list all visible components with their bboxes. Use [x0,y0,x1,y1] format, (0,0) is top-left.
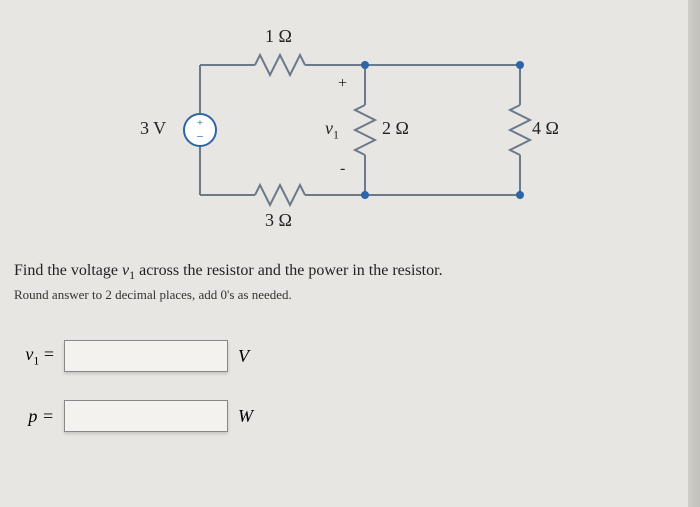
p-answer-label: p = [14,406,54,427]
answer-row-p: p = W [14,400,253,432]
v1-input[interactable] [64,340,228,372]
r-right-label: 4 Ω [532,118,559,139]
question-block: Find the voltage v1 across the resistor … [14,262,674,303]
r-top-label: 1 Ω [265,26,292,47]
v1-plus: + [338,75,347,93]
v1-minus: - [340,160,345,178]
v1-label: v1 [325,118,339,143]
v1-answer-label: v1 = [14,344,54,369]
source-minus: − [196,129,203,144]
question-hint: Round answer to 2 decimal places, add 0'… [14,287,674,303]
scrollbar-edge [688,0,700,507]
circuit-diagram: + − 3 V 1 Ω 3 Ω 2 Ω 4 Ω v1 + - [130,10,570,245]
source-plus: + [197,117,203,129]
circuit-svg: + − [130,10,570,245]
answer-row-v1: v1 = V [14,340,249,372]
p-input[interactable] [64,400,228,432]
question-text: Find the voltage v1 across the resistor … [14,262,674,283]
r-bottom-label: 3 Ω [265,210,292,231]
v1-unit: V [238,346,249,367]
source-label: 3 V [140,118,166,139]
r-mid-label: 2 Ω [382,118,409,139]
p-unit: W [238,406,253,427]
